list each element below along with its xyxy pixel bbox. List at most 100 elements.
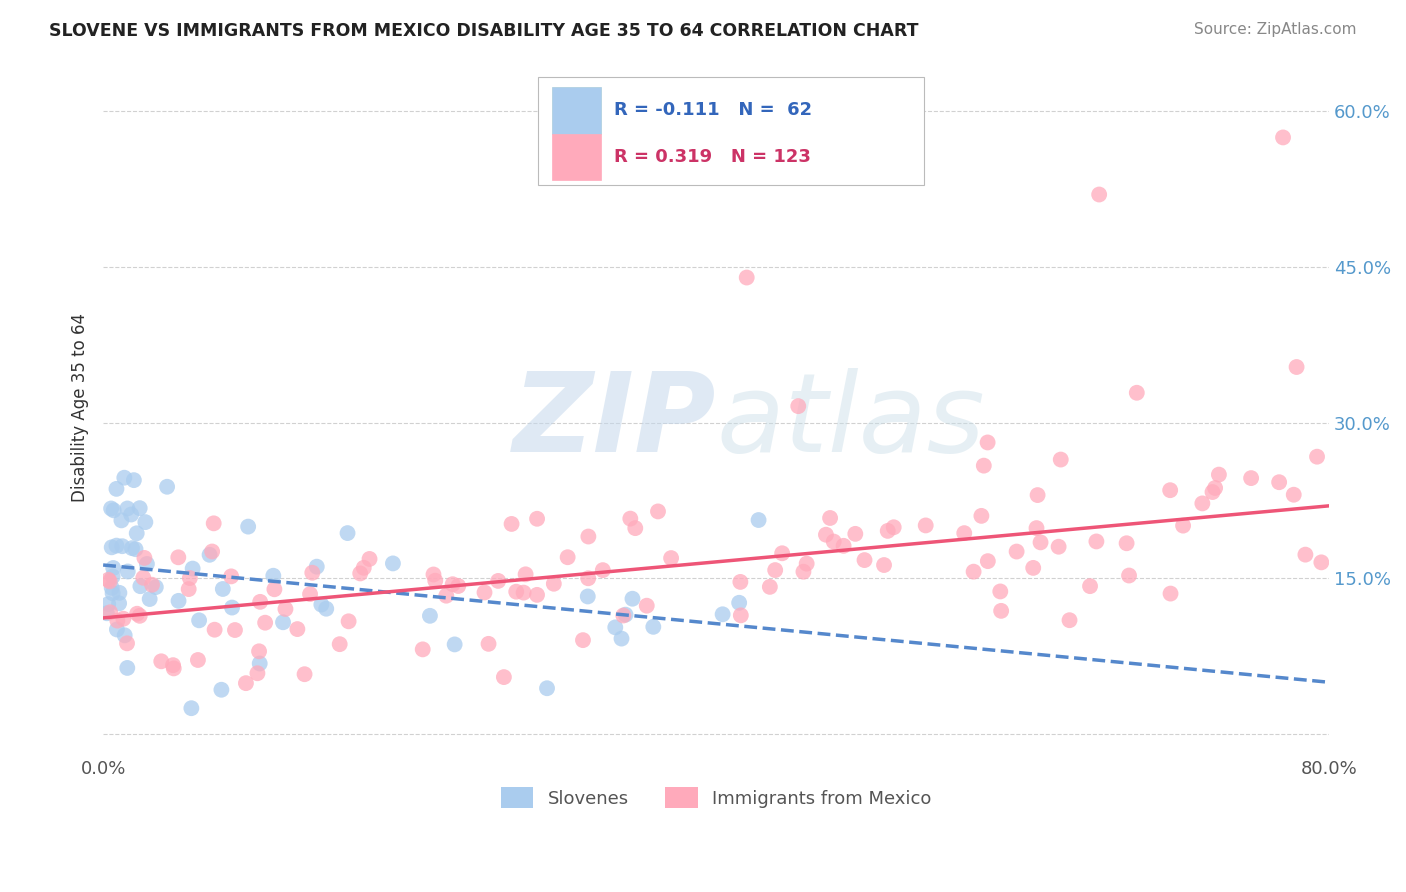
Point	[1059, 613, 1081, 627]
Point	[988, 584, 1011, 599]
Point	[787, 399, 810, 413]
Point	[221, 600, 243, 615]
Point	[224, 623, 246, 637]
Point	[163, 661, 186, 675]
Point	[1049, 452, 1071, 467]
Point	[167, 550, 190, 565]
Text: SLOVENE VS IMMIGRANTS FROM MEXICO DISABILITY AGE 35 TO 64 CORRELATION CHART: SLOVENE VS IMMIGRANTS FROM MEXICO DISABI…	[49, 22, 918, 40]
Point	[735, 270, 758, 285]
Point	[728, 596, 751, 610]
Point	[730, 574, 752, 589]
Point	[112, 471, 135, 485]
Point	[1285, 359, 1308, 374]
Point	[557, 550, 579, 565]
Point	[1159, 483, 1181, 498]
Point	[329, 637, 352, 651]
Point	[134, 515, 156, 529]
Point	[1126, 385, 1149, 400]
Point	[121, 541, 143, 556]
Point	[505, 584, 527, 599]
Point	[254, 615, 277, 630]
Point	[512, 585, 534, 599]
Point	[434, 589, 457, 603]
Point	[976, 435, 998, 450]
Point	[1047, 540, 1070, 554]
Point	[134, 550, 156, 565]
Point	[117, 661, 139, 675]
Point	[145, 580, 167, 594]
Point	[1025, 521, 1047, 535]
Point	[1240, 471, 1263, 485]
Point	[112, 612, 135, 626]
Point	[419, 608, 441, 623]
FancyBboxPatch shape	[538, 77, 925, 185]
Point	[1201, 485, 1223, 500]
Point	[970, 508, 993, 523]
Point	[447, 579, 470, 593]
Point	[1160, 586, 1182, 600]
Point	[425, 574, 447, 588]
Point	[759, 580, 782, 594]
Point	[1272, 130, 1295, 145]
Text: ZIP: ZIP	[513, 368, 716, 475]
Point	[1115, 536, 1137, 550]
Point	[128, 608, 150, 623]
Point	[1088, 187, 1111, 202]
Text: Source: ZipAtlas.com: Source: ZipAtlas.com	[1194, 22, 1357, 37]
Point	[492, 670, 515, 684]
Point	[105, 482, 128, 496]
Point	[105, 623, 128, 637]
Point	[612, 608, 634, 623]
Point	[156, 480, 179, 494]
Point	[138, 592, 160, 607]
Point	[1085, 534, 1108, 549]
Point	[135, 557, 157, 571]
Point	[100, 541, 122, 555]
Point	[108, 596, 131, 610]
Point	[572, 633, 595, 648]
Point	[110, 513, 132, 527]
Point	[337, 615, 360, 629]
Point	[305, 559, 328, 574]
Point	[162, 658, 184, 673]
Point	[262, 568, 284, 582]
Point	[114, 628, 136, 642]
Point	[576, 590, 599, 604]
Point	[605, 620, 627, 634]
Point	[501, 516, 523, 531]
Point	[299, 587, 322, 601]
Point	[179, 571, 201, 585]
Text: atlas: atlas	[716, 368, 984, 475]
Point	[263, 582, 285, 597]
Point	[621, 591, 644, 606]
Point	[129, 579, 152, 593]
Point	[117, 565, 139, 579]
Point	[201, 544, 224, 558]
Point	[818, 511, 841, 525]
Point	[1171, 518, 1194, 533]
Point	[209, 682, 232, 697]
Point	[711, 607, 734, 622]
Point	[422, 567, 444, 582]
Point	[748, 513, 770, 527]
Point	[128, 501, 150, 516]
Point	[823, 534, 845, 549]
Point	[381, 557, 404, 571]
Point	[96, 607, 118, 621]
Point	[122, 473, 145, 487]
Point	[294, 667, 316, 681]
Point	[1268, 475, 1291, 490]
Point	[211, 582, 233, 596]
Point	[873, 558, 896, 572]
Point	[763, 563, 786, 577]
Point	[246, 666, 269, 681]
Point	[636, 599, 658, 613]
Point	[101, 569, 124, 583]
Point	[132, 571, 155, 585]
Point	[274, 602, 297, 616]
Point	[120, 508, 142, 522]
Point	[285, 622, 308, 636]
Point	[188, 613, 211, 627]
Point	[853, 553, 876, 567]
Point	[100, 501, 122, 516]
